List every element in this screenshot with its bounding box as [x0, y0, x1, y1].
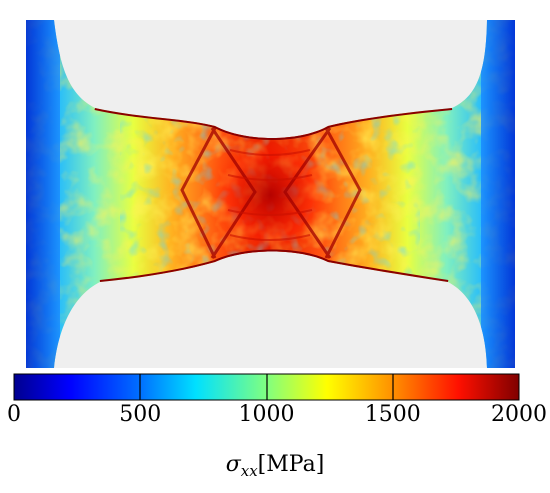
colorbar-tick-label: 0 [7, 402, 21, 427]
colorbar-label-symbol: σ [225, 452, 241, 477]
colorbar-label-subscript: xx [240, 462, 258, 480]
colorbar-ticks [139, 374, 394, 400]
colorbar-tick-label: 500 [119, 402, 162, 427]
colorbar-tick-label: 2000 [491, 402, 547, 427]
colorbar-label-unit: [MPa] [257, 452, 325, 477]
colorbar-tick-label: 1500 [364, 402, 421, 427]
colorbar-tick-label: 1000 [238, 402, 295, 427]
colorbar-label: σxx[MPa] [0, 452, 550, 480]
